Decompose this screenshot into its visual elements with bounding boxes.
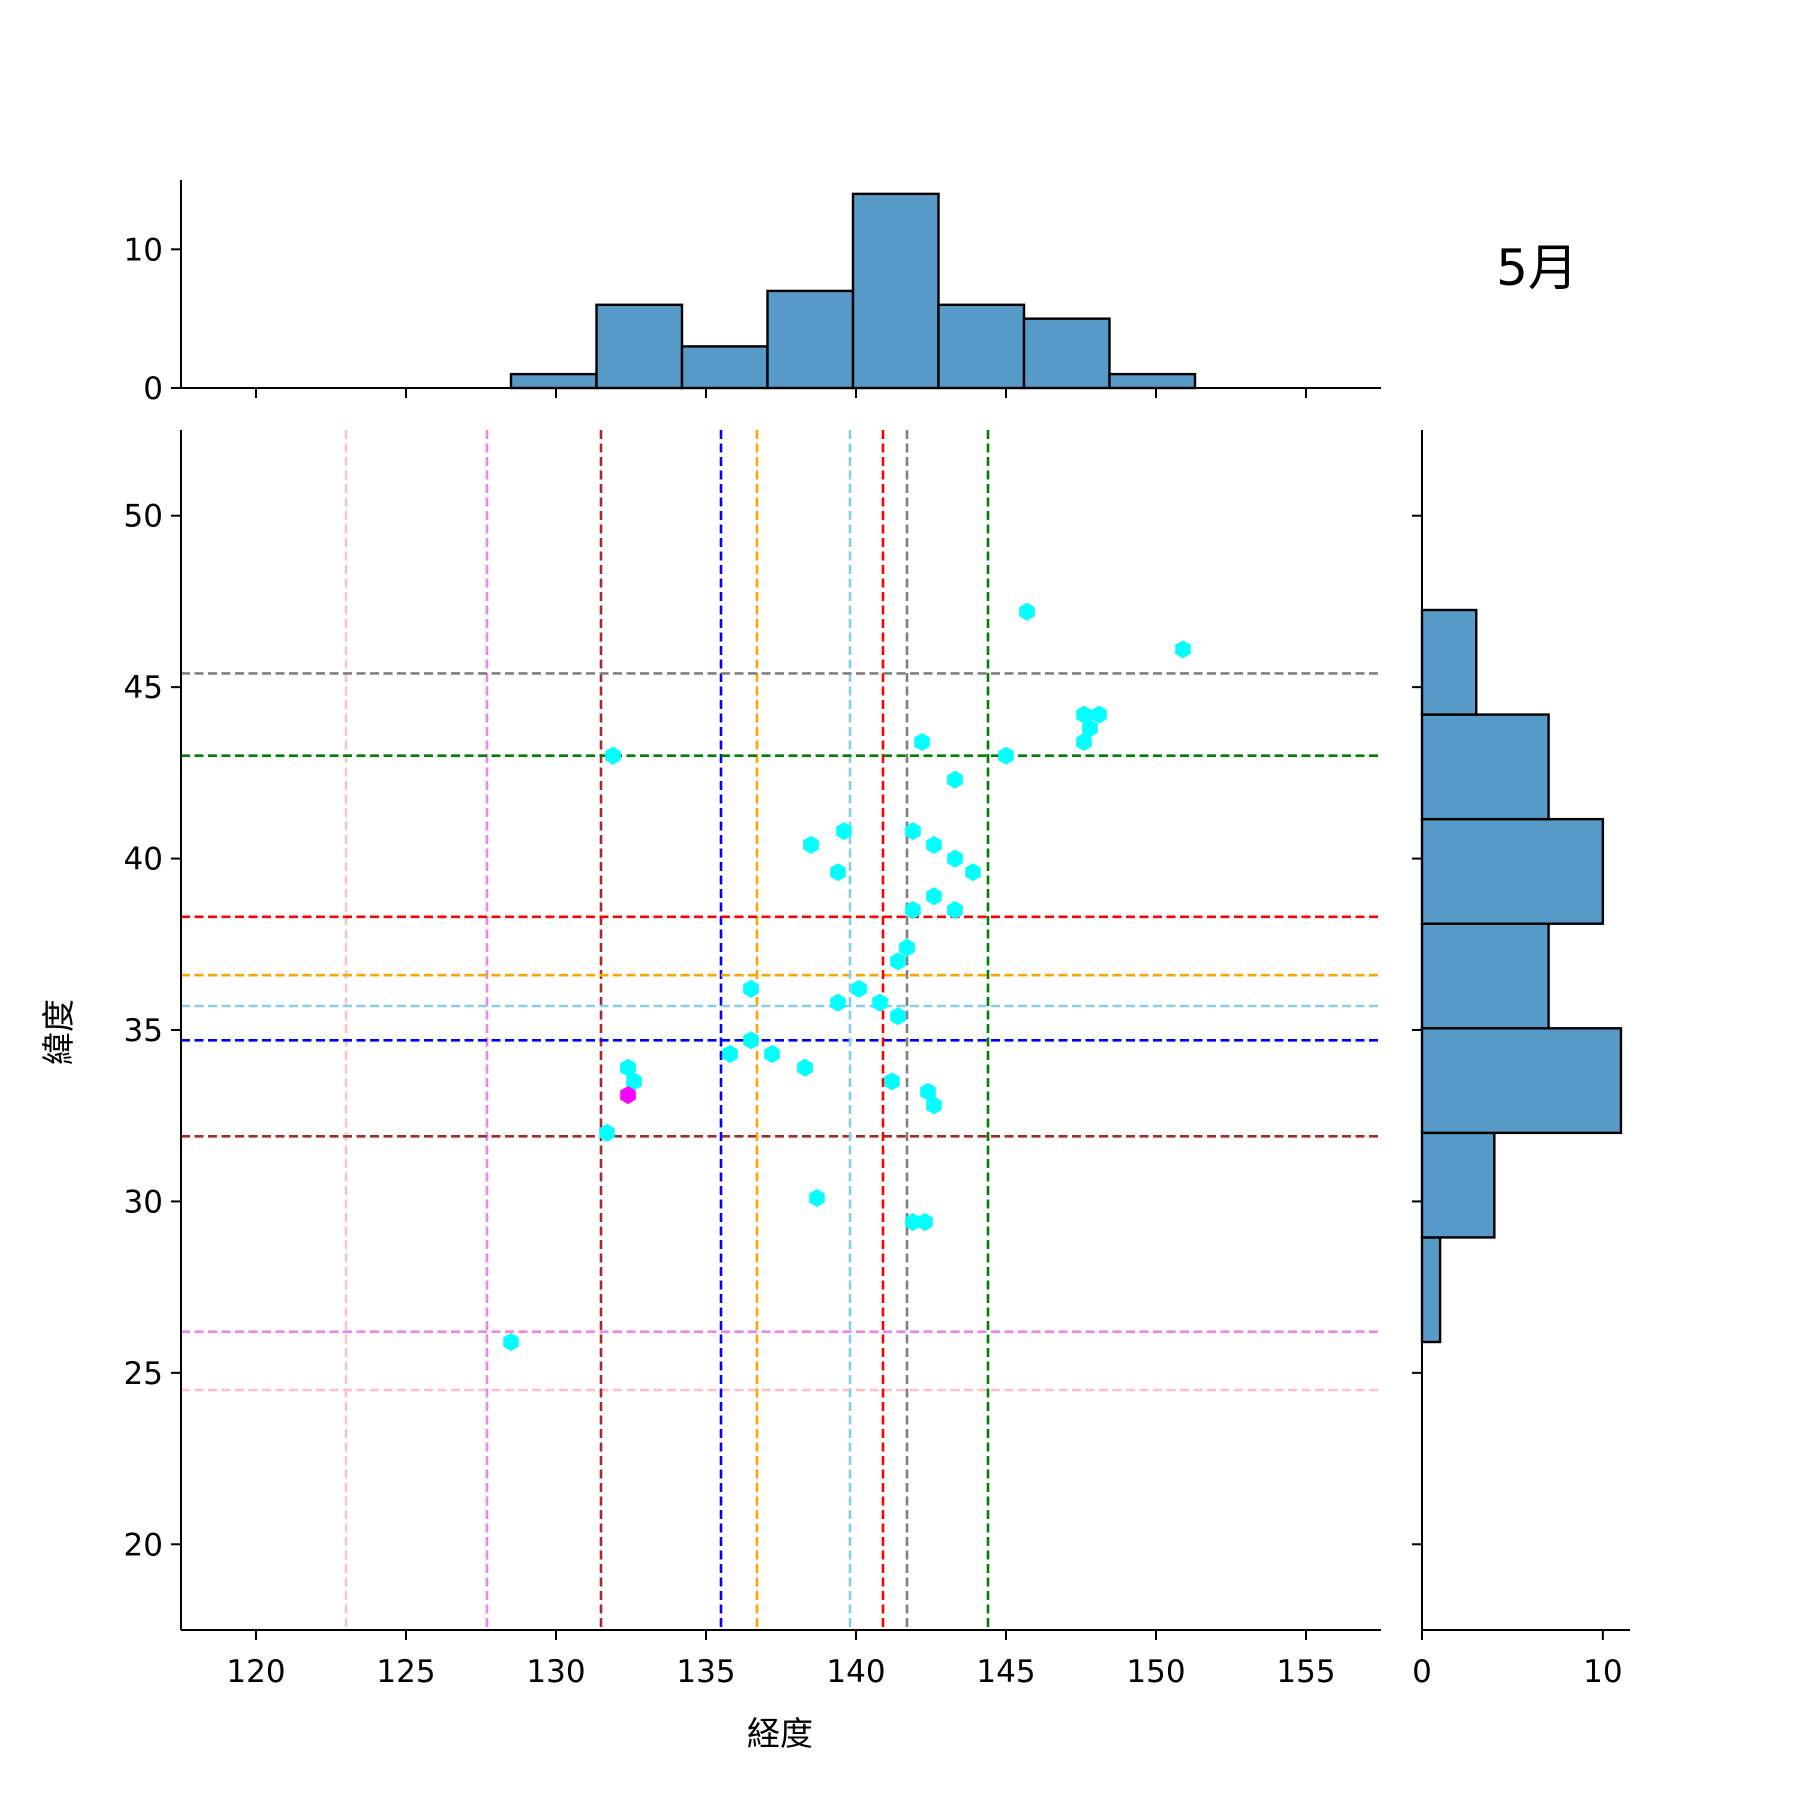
chart-title: 5月 xyxy=(1496,239,1578,297)
x-tick-label-135: 135 xyxy=(676,1654,735,1690)
scatter-point-3 xyxy=(1091,705,1107,724)
main-scatter-plot: 120 125 130 135 140 145 150 155 20 25 30 35 40 45 50 xyxy=(124,430,1381,1690)
top-hist-bar-1 xyxy=(595,303,684,390)
right-hist-bar-6 xyxy=(1420,608,1478,716)
scatter-point-16 xyxy=(965,863,981,882)
top-hist-bar-0 xyxy=(509,372,598,390)
scatter-point-9 xyxy=(947,770,963,789)
y-axis-label: 緯度 xyxy=(39,999,78,1065)
scatter-point-34 xyxy=(920,1082,936,1101)
top-hist-bar-4 xyxy=(851,192,940,390)
scatter-point-39 xyxy=(905,1213,921,1231)
scatter-point-5 xyxy=(1076,733,1092,751)
top-hist-bar-6 xyxy=(1022,317,1111,390)
top-hist-bar-7 xyxy=(1108,372,1197,390)
scatter-point-28 xyxy=(722,1045,738,1063)
right-histogram: 0 10 xyxy=(1412,430,1630,1690)
scatter-point-23 xyxy=(851,979,867,998)
y-tick-label-30: 30 xyxy=(124,1184,163,1220)
scatter-points xyxy=(503,602,1191,1351)
scatter-point-41 xyxy=(503,1333,519,1351)
x-tick-label-120: 120 xyxy=(226,1654,285,1690)
y-tick-label-45: 45 xyxy=(124,670,163,706)
scatter-point-26 xyxy=(890,1007,906,1026)
scatter-point-14 xyxy=(947,849,963,868)
right-hist-bar-5 xyxy=(1420,713,1550,821)
scatter-point-0 xyxy=(1019,602,1035,621)
scatter-point-20 xyxy=(899,938,915,957)
y-tick-label-40: 40 xyxy=(124,842,163,878)
scatter-point-25 xyxy=(872,993,888,1012)
scatter-point-11 xyxy=(905,822,921,841)
right-hist-tick-label-10: 10 xyxy=(1583,1654,1622,1690)
x-tick-label-145: 145 xyxy=(976,1654,1035,1690)
scatter-point-4 xyxy=(1082,719,1098,738)
top-hist-bar-5 xyxy=(937,303,1026,390)
y-tick-label-25: 25 xyxy=(124,1356,163,1392)
scatter-point-36 xyxy=(926,1096,942,1115)
scatter-point-1 xyxy=(1175,640,1191,659)
scatter-point-17 xyxy=(926,887,942,906)
scatter-point-15 xyxy=(830,863,846,882)
scatter-point-32 xyxy=(626,1072,642,1091)
scatter-point-22 xyxy=(743,979,759,998)
right-hist-bar-0 xyxy=(1420,1236,1442,1344)
right-hist-bar-1 xyxy=(1420,1131,1496,1239)
top-hist-tick-label-10: 10 xyxy=(124,232,163,268)
scatter-point-10 xyxy=(836,822,852,841)
right-hist-bar-2 xyxy=(1420,1027,1623,1135)
x-tick-label-125: 125 xyxy=(376,1654,435,1690)
reference-lines xyxy=(181,430,1381,1630)
right-hist-bar-3 xyxy=(1420,922,1550,1030)
scatter-point-27 xyxy=(743,1031,759,1050)
scatter-point-21 xyxy=(890,952,906,971)
right-hist-tick-label-0: 0 xyxy=(1412,1654,1432,1690)
scatter-point-2 xyxy=(1076,705,1092,724)
scatter-point-31 xyxy=(797,1058,813,1077)
top-hist-bar-2 xyxy=(680,345,769,390)
scatter-point-30 xyxy=(620,1058,636,1077)
top-histogram: 0 10 xyxy=(124,180,1381,407)
y-tick-label-35: 35 xyxy=(124,1013,163,1049)
scatter-point-6 xyxy=(914,733,930,751)
top-hist-tick-label-0: 0 xyxy=(143,371,163,407)
scatter-point-37 xyxy=(599,1123,615,1142)
right-hist-bar-4 xyxy=(1420,817,1605,925)
scatter-point-12 xyxy=(803,835,819,854)
scatter-point-19 xyxy=(947,901,963,919)
scatter-point-24 xyxy=(830,993,846,1012)
x-tick-label-130: 130 xyxy=(526,1654,585,1690)
scatter-point-7 xyxy=(605,746,621,765)
x-tick-label-155: 155 xyxy=(1276,1654,1335,1690)
y-tick-label-50: 50 xyxy=(124,499,163,535)
scatter-point-29 xyxy=(764,1045,780,1063)
x-tick-label-150: 150 xyxy=(1126,1654,1185,1690)
x-tick-label-140: 140 xyxy=(826,1654,885,1690)
scatter-point-8 xyxy=(998,746,1014,765)
highlighted-point xyxy=(620,1086,636,1105)
scatter-point-18 xyxy=(905,901,921,919)
scatter-point-33 xyxy=(884,1072,900,1091)
scatter-point-38 xyxy=(809,1189,825,1207)
scatter-point-40 xyxy=(917,1213,933,1231)
y-tick-label-20: 20 xyxy=(124,1527,163,1563)
top-hist-bar-3 xyxy=(766,289,855,390)
main-axes: 120 125 130 135 140 145 150 155 20 25 30 35 40 45 50 xyxy=(124,430,1381,1690)
scatter-point-13 xyxy=(926,835,942,854)
x-axis-label: 経度 xyxy=(747,1714,813,1753)
